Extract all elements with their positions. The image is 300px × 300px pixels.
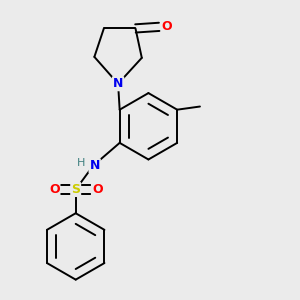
Text: S: S	[71, 183, 80, 196]
Text: O: O	[162, 20, 172, 33]
Text: N: N	[89, 159, 100, 172]
Text: O: O	[92, 183, 103, 196]
Text: H: H	[77, 158, 85, 168]
Text: N: N	[113, 77, 123, 90]
Text: O: O	[49, 183, 59, 196]
